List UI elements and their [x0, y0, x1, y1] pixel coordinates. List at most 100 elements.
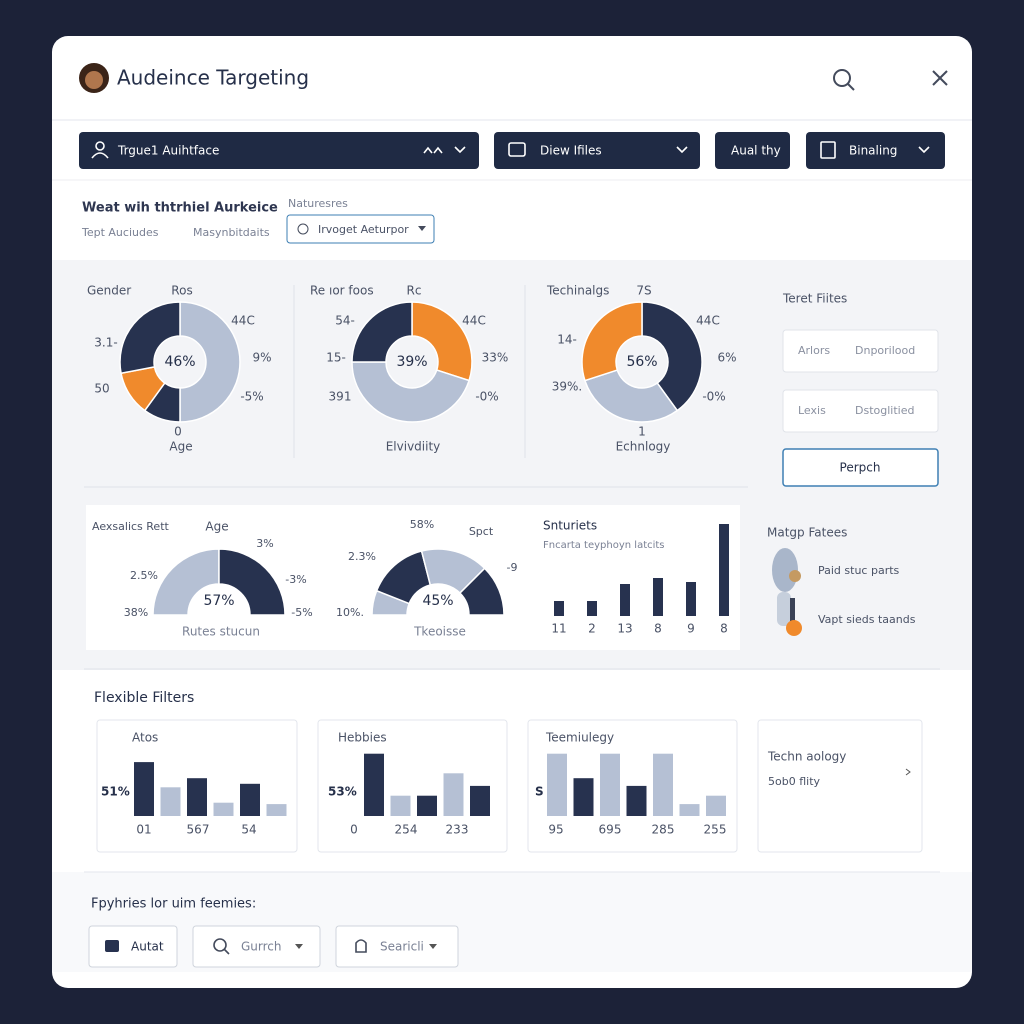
close-icon[interactable] — [932, 70, 948, 86]
data-label: Spct — [469, 525, 494, 538]
data-label: 54- — [335, 314, 355, 328]
data-label: 33% — [482, 351, 509, 365]
label: Tkeoisse — [413, 625, 466, 639]
segment — [581, 301, 643, 382]
bar — [547, 753, 567, 816]
label: Echnlogy — [616, 440, 671, 454]
segment — [641, 301, 703, 412]
bar — [573, 778, 594, 816]
x-tick-label: 11 — [551, 622, 566, 636]
search-icon[interactable] — [833, 69, 855, 91]
filter-row[interactable] — [782, 389, 939, 433]
toolbar — [79, 132, 945, 169]
filter-card[interactable] — [317, 719, 508, 853]
title: Audeince Targeting — [117, 66, 309, 90]
bar — [470, 785, 490, 816]
center-label: 45% — [422, 593, 453, 609]
center-label: 46% — [164, 354, 195, 370]
bar — [706, 795, 726, 816]
toolbar-label: Diew Ifiles — [540, 144, 602, 158]
dropdown-arrow — [418, 226, 426, 231]
button-label: Gurrch — [241, 940, 282, 954]
data-label: -5% — [291, 606, 312, 619]
panel-title: Matgp Fatees — [767, 526, 847, 540]
bar — [653, 753, 673, 816]
data-label: 3% — [256, 537, 273, 550]
x-tick-label: 8 — [720, 622, 728, 636]
data-label: 6% — [717, 351, 736, 365]
data-label: 9% — [252, 351, 271, 365]
segment — [583, 369, 679, 423]
data-label: 38% — [124, 606, 148, 619]
label: Dnporilood — [855, 344, 915, 357]
tab: Tept Auciudes — [81, 226, 159, 239]
bar — [187, 778, 207, 816]
bar — [679, 804, 700, 816]
bar — [134, 762, 154, 816]
bar — [686, 582, 696, 616]
toolbar-label: Binaling — [849, 144, 897, 158]
segment — [351, 301, 413, 363]
label: Ros — [171, 284, 192, 298]
card-title: Atos — [132, 731, 158, 745]
bar — [600, 753, 620, 816]
center-label: 57% — [203, 593, 234, 609]
button[interactable] — [88, 925, 178, 968]
chevron — [905, 768, 911, 776]
data-label: 1 — [638, 425, 646, 439]
segment — [458, 567, 505, 616]
segment — [351, 361, 471, 423]
segment — [218, 548, 286, 616]
avatar-face — [85, 71, 103, 89]
button-label: Perpch — [840, 461, 881, 475]
segment — [119, 301, 181, 375]
button[interactable] — [192, 925, 321, 968]
button[interactable] — [335, 925, 459, 968]
bar — [587, 601, 597, 616]
button[interactable] — [782, 448, 939, 487]
label: Age — [169, 440, 192, 454]
x-tick-label: 01 — [136, 823, 151, 837]
chart-title: Snturiets — [543, 519, 597, 533]
x-tick-label: 285 — [652, 823, 675, 837]
x-tick-label: 567 — [187, 823, 210, 837]
toolbar-button[interactable] — [79, 132, 479, 169]
toolbar-button[interactable] — [715, 132, 790, 169]
card-title: Teemiulegy — [545, 731, 614, 745]
card-value: 53% — [328, 785, 357, 799]
label: Vapt sieds taands — [818, 613, 916, 626]
toolbar-button[interactable] — [494, 132, 700, 169]
x-tick-label: 9 — [687, 622, 695, 636]
bar — [364, 753, 384, 816]
bar — [626, 785, 647, 816]
label: 7S — [636, 284, 651, 298]
footer-area — [52, 872, 972, 972]
data-label: -0% — [702, 390, 725, 404]
bar — [266, 804, 287, 816]
bar — [390, 795, 411, 816]
toolbar-label: Aual thy — [731, 144, 781, 158]
bar — [213, 802, 234, 816]
x-tick-label: 254 — [395, 823, 418, 837]
data-label: 44C — [231, 314, 255, 328]
label: 5ob0 flity — [768, 775, 821, 788]
section-title: Flexible Filters — [94, 690, 194, 706]
filter-card[interactable] — [757, 719, 923, 853]
toolbar-button[interactable] — [806, 132, 945, 169]
filter-row[interactable] — [782, 329, 939, 373]
chart-title: Aexsalics Rett — [92, 520, 170, 533]
data-label: -3% — [285, 573, 306, 586]
x-tick-label: 8 — [654, 622, 662, 636]
data-label: 391 — [329, 390, 352, 404]
card-value: 51% — [101, 785, 130, 799]
chart-title: Gender — [87, 284, 131, 298]
chart-title: Re ıor foos — [310, 284, 374, 298]
toolbar-icons — [91, 141, 930, 159]
x-tick-label: 2 — [588, 622, 596, 636]
dropdown-label: Irvoget Aeturpor — [318, 223, 409, 236]
data-label: 39%. — [552, 380, 583, 394]
dropdown[interactable] — [286, 214, 435, 244]
x-tick-label: 0 — [350, 823, 358, 837]
label: Fncarta teyphoyn latcits — [543, 540, 665, 551]
